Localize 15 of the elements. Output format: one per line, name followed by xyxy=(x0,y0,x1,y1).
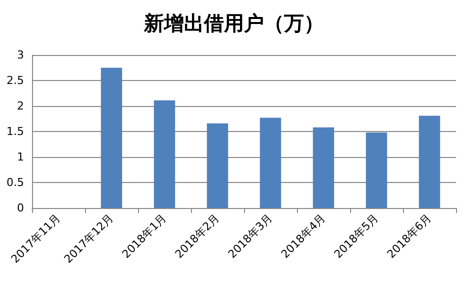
y-tick-label: 0.5 xyxy=(6,176,24,189)
y-tick-label: 2 xyxy=(17,100,24,112)
bar xyxy=(206,123,228,208)
bar xyxy=(260,118,282,208)
bar xyxy=(366,132,388,208)
bar xyxy=(418,116,440,208)
y-tick-label: 1 xyxy=(17,150,24,164)
y-tick-label: 2.5 xyxy=(6,74,24,87)
y-tick-label: 0 xyxy=(17,202,24,214)
bar xyxy=(100,68,122,208)
y-tick-label: 3 xyxy=(17,48,24,62)
bar xyxy=(154,100,176,208)
bar xyxy=(312,127,334,208)
chart-title: 新增出借用户（万） xyxy=(143,11,324,35)
y-tick-label: 1.5 xyxy=(6,125,24,138)
